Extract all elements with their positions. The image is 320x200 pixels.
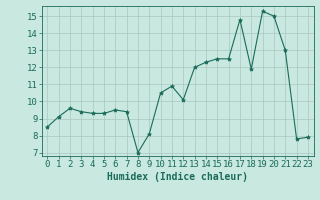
X-axis label: Humidex (Indice chaleur): Humidex (Indice chaleur) (107, 172, 248, 182)
